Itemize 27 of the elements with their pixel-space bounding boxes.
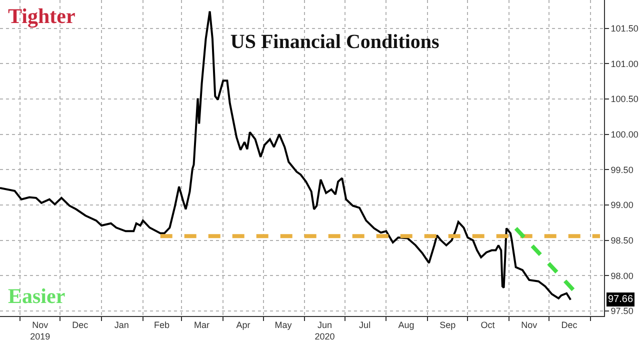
text: US Financial Conditions: [230, 31, 440, 54]
y-tick-label: 99.00: [610, 200, 634, 210]
annotation: Tighter: [8, 4, 76, 28]
x-tick-label: Sep: [440, 320, 456, 330]
text: 97.66: [608, 294, 634, 305]
y-tick-label: 99.50: [610, 164, 634, 175]
y-tick-label: 101.00: [610, 58, 638, 69]
x-tick-label: Aug: [398, 320, 414, 330]
x-tick-label: Dec: [561, 320, 578, 330]
annotation: Easier: [8, 284, 66, 308]
x-tick-label: Nov 2019: [30, 320, 50, 342]
x-tick-label: Feb: [154, 320, 170, 330]
x-tick-label: Oct: [480, 320, 496, 330]
x-tick-label: May: [274, 320, 292, 330]
y-tick-label: 97.50: [610, 306, 634, 316]
x-tick-label: Jan: [114, 320, 129, 330]
y-tick-label: 98.50: [610, 236, 634, 246]
y-tick-label: 100.00: [610, 129, 638, 140]
x-tick-label: Jul: [359, 320, 371, 330]
x-tick-label: Dec: [72, 320, 89, 330]
y-tick-label: 100.50: [610, 94, 638, 104]
y-tick-label: 98.00: [610, 270, 634, 281]
y-tick-label: 101.50: [610, 23, 638, 34]
x-tick-label: Apr: [236, 320, 250, 330]
x-tick-label: Nov: [521, 320, 538, 330]
x-tick-label: Jun 2020: [314, 320, 335, 342]
x-tick-label: Mar: [194, 320, 210, 330]
